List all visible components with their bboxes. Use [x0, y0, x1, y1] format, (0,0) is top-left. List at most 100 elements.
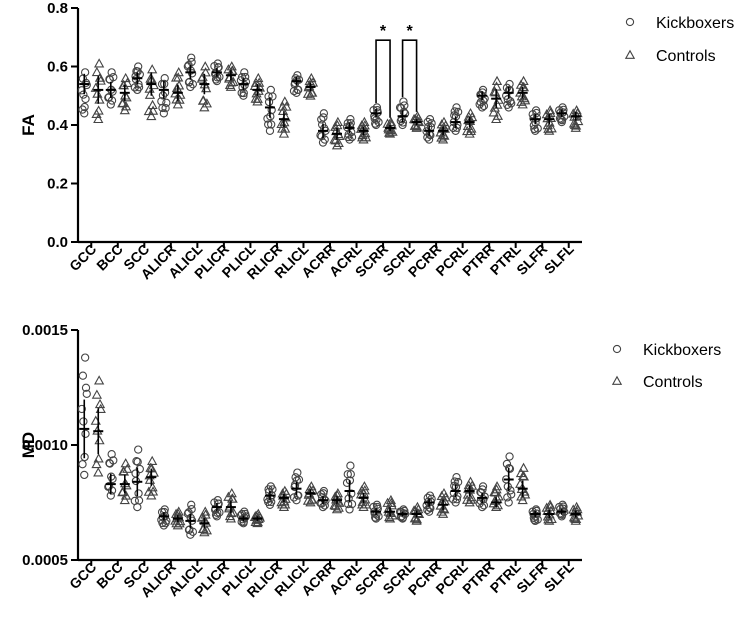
- data-point: [186, 82, 195, 92]
- data-point: [359, 485, 370, 495]
- data-point: [80, 470, 89, 480]
- data-point: [528, 110, 537, 119]
- data-point: [425, 115, 435, 124]
- data-point: [105, 458, 114, 468]
- data-point: [452, 473, 461, 482]
- data-point: [302, 88, 314, 98]
- data-point: [568, 118, 580, 128]
- data-point: [78, 74, 88, 83]
- data-point: [423, 117, 432, 127]
- x-tick-label: SLFL: [541, 558, 577, 594]
- data-point: [264, 92, 273, 101]
- data-point: [503, 100, 512, 109]
- data-point: [545, 107, 556, 117]
- kickboxers-series: [77, 53, 569, 147]
- significance-star: *: [380, 23, 387, 40]
- data-point: [333, 502, 344, 512]
- data-point: [426, 504, 435, 513]
- data-point: [346, 461, 355, 470]
- data-point: [94, 398, 106, 409]
- data-point: [107, 486, 117, 495]
- data-point: [436, 132, 447, 142]
- data-point: [134, 62, 143, 71]
- data-point: [131, 72, 140, 81]
- data-point: [264, 485, 273, 494]
- data-point: [452, 103, 461, 112]
- data-point: [440, 492, 451, 502]
- controls-series: [90, 375, 584, 537]
- y-tick-label: 0.0015: [22, 322, 68, 339]
- data-point: [528, 507, 537, 516]
- data-point: [130, 496, 139, 506]
- data-point: [278, 128, 290, 138]
- data-point: [409, 513, 420, 523]
- data-point: [439, 504, 450, 514]
- data-point: [346, 470, 355, 479]
- data-point: [105, 75, 114, 84]
- data-point: [120, 101, 132, 111]
- data-point: [545, 501, 556, 511]
- data-point: [188, 80, 198, 89]
- data-point: [319, 113, 328, 122]
- data-point: [506, 486, 515, 495]
- data-point: [94, 435, 105, 445]
- legend-kickboxers: Kickboxers: [643, 342, 721, 359]
- x-tick-label: GCC: [66, 241, 99, 274]
- data-point: [143, 105, 154, 116]
- data-point: [450, 107, 459, 116]
- data-point: [79, 90, 88, 99]
- data-point: [147, 64, 158, 74]
- data-point: [173, 80, 185, 90]
- data-point: [267, 120, 276, 129]
- data-point: [541, 502, 552, 512]
- data-point: [158, 103, 167, 113]
- data-point: [357, 496, 368, 506]
- data-point: [479, 495, 488, 504]
- data-point: [93, 113, 104, 124]
- data-point: [77, 404, 86, 414]
- data-point: [396, 116, 405, 126]
- data-point: [107, 96, 117, 105]
- data-point: [279, 496, 290, 506]
- data-point: [333, 496, 344, 506]
- data-point: [280, 123, 291, 133]
- data-point: [226, 61, 237, 71]
- data-point: [293, 468, 302, 477]
- data-point: [91, 389, 103, 399]
- data-point: [161, 104, 170, 113]
- data-point: [317, 132, 326, 141]
- data-point: [80, 353, 90, 362]
- x-tick-label: SLFL: [541, 240, 577, 276]
- data-point: [489, 486, 500, 497]
- data-point: [267, 105, 276, 115]
- data-point: [80, 109, 89, 118]
- data-point: [532, 108, 541, 118]
- data-point: [570, 513, 582, 524]
- data-point: [504, 498, 513, 507]
- data-point: [122, 77, 133, 87]
- legend-triangle-marker: [611, 375, 623, 385]
- data-point: [302, 495, 314, 505]
- data-point: [213, 63, 223, 72]
- data-point: [80, 102, 89, 112]
- data-point: [465, 494, 477, 504]
- data-point: [200, 67, 211, 77]
- data-point: [91, 458, 102, 469]
- data-point: [424, 135, 434, 144]
- x-tick-label: SLFR: [513, 241, 550, 278]
- data-point: [293, 491, 302, 500]
- data-point: [187, 505, 196, 514]
- data-point: [268, 92, 277, 101]
- data-point: [450, 481, 459, 490]
- legend-circle-marker: [625, 17, 635, 27]
- data-point: [94, 94, 105, 104]
- data-point: [292, 496, 301, 505]
- data-point: [253, 72, 264, 83]
- data-point: [81, 94, 90, 104]
- significance-star: *: [406, 23, 413, 40]
- data-point: [226, 77, 237, 87]
- y-tick-label: 0.6: [47, 59, 68, 76]
- data-point: [78, 371, 88, 380]
- data-point: [145, 73, 156, 83]
